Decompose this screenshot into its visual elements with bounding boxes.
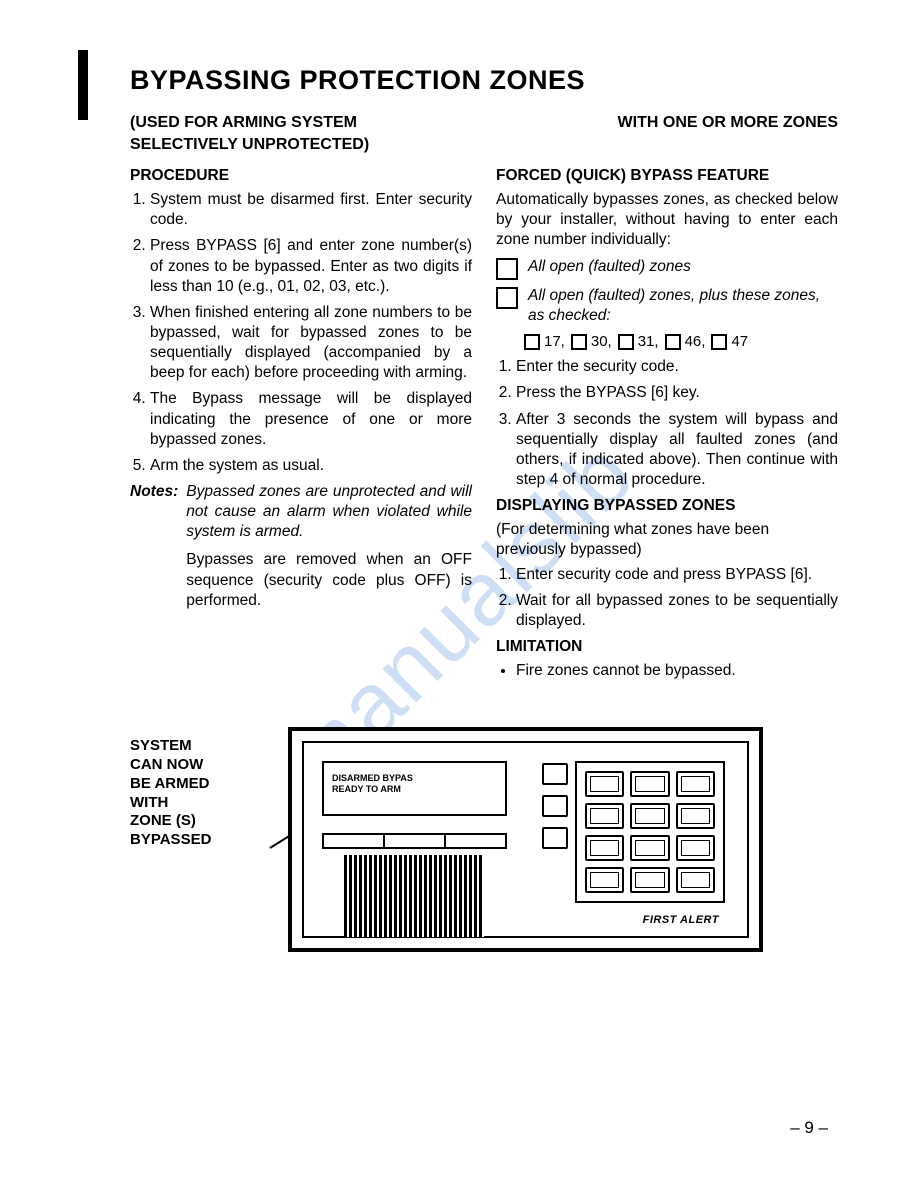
keypad-key: [630, 867, 669, 893]
keypad-diagram: SYSTEM CAN NOW BE ARMED WITH ZONE (S) BY…: [130, 727, 838, 952]
subtitle-left: (USED FOR ARMING SYSTEM: [130, 114, 357, 132]
keypad-key: [585, 771, 624, 797]
left-column: PROCEDURE System must be disarmed first.…: [130, 160, 472, 687]
side-buttons: [542, 763, 568, 849]
lcd-line: READY TO ARM: [332, 784, 413, 795]
checkbox-icon: [496, 258, 518, 280]
display-steps-list: Enter security code and press BYPASS [6]…: [496, 565, 838, 631]
keypad-key: [676, 867, 715, 893]
page-content: BYPASSING PROTECTION ZONES (USED FOR ARM…: [0, 0, 918, 952]
checkbox-label: All open (faulted) zones, plus these zon…: [528, 287, 820, 324]
side-button: [542, 827, 568, 849]
side-button: [542, 763, 568, 785]
forced-heading: FORCED (QUICK) BYPASS FEATURE: [496, 166, 838, 186]
brand-label: FIRST ALERT: [643, 914, 719, 926]
status-bar: [322, 833, 507, 849]
subtitle-sub: SELECTIVELY UNPROTECTED): [130, 136, 838, 154]
page-number: – 9 –: [790, 1118, 828, 1138]
side-button: [542, 795, 568, 817]
numeric-keypad: [575, 761, 725, 903]
procedure-step: Arm the system as usual.: [150, 456, 472, 476]
display-heading: DISPLAYING BYPASSED ZONES: [496, 496, 838, 516]
procedure-step: When finished entering all zone numbers …: [150, 303, 472, 384]
caption-line: BE ARMED: [130, 775, 270, 794]
display-paren: (For determining what zones have been pr…: [496, 520, 838, 560]
keypad-key: [630, 803, 669, 829]
zone-number: 31,: [638, 332, 659, 352]
keypad-key: [676, 835, 715, 861]
procedure-step: The Bypass message will be displayed ind…: [150, 389, 472, 449]
subtitle-row: (USED FOR ARMING SYSTEM WITH ONE OR MORE…: [130, 114, 838, 132]
forced-step: Enter the security code.: [516, 357, 838, 377]
notes-label: Notes:: [130, 482, 178, 619]
forced-steps-list: Enter the security code. Press the BYPAS…: [496, 357, 838, 490]
procedure-heading: PROCEDURE: [130, 166, 472, 186]
keypad-key: [676, 803, 715, 829]
zone-number: 46,: [685, 332, 706, 352]
display-step: Wait for all bypassed zones to be sequen…: [516, 591, 838, 631]
procedure-list: System must be disarmed first. Enter sec…: [130, 190, 472, 476]
procedure-step: System must be disarmed first. Enter sec…: [150, 190, 472, 230]
limitation-list: Fire zones cannot be bypassed.: [496, 661, 838, 681]
keypad-key: [585, 835, 624, 861]
keypad-key: [630, 771, 669, 797]
display-step: Enter security code and press BYPASS [6]…: [516, 565, 838, 585]
checkbox-row: All open (faulted) zones, plus these zon…: [496, 286, 838, 326]
zone-number: 17,: [544, 332, 565, 352]
checkbox-icon: [665, 334, 681, 350]
speaker-grille: [344, 855, 484, 937]
subtitle-right: WITH ONE OR MORE ZONES: [618, 114, 838, 132]
checkbox-row: All open (faulted) zones: [496, 257, 838, 280]
limitation-item: Fire zones cannot be bypassed.: [516, 661, 838, 681]
lcd-line: DISARMED BYPAS: [332, 773, 413, 784]
checkbox-label: All open (faulted) zones: [528, 258, 691, 275]
note-text: Bypassed zones are unprotected and will …: [186, 482, 472, 542]
lcd-display: DISARMED BYPAS READY TO ARM: [322, 761, 507, 816]
keypad-key: [585, 867, 624, 893]
notes-block: Notes: Bypassed zones are unprotected an…: [130, 482, 472, 619]
caption-line: SYSTEM: [130, 737, 270, 756]
checkbox-icon: [524, 334, 540, 350]
zone-number: 30,: [591, 332, 612, 352]
extra-zones-line: 17, 30, 31, 46, 47: [524, 332, 838, 352]
procedure-step: Press BYPASS [6] and enter zone number(s…: [150, 236, 472, 296]
forced-step: After 3 seconds the system will bypass a…: [516, 410, 838, 491]
checkbox-icon: [571, 334, 587, 350]
note-text: Bypasses are removed when an OFF sequenc…: [186, 550, 472, 610]
limitation-heading: LIMITATION: [496, 637, 838, 657]
checkbox-icon: [618, 334, 634, 350]
checkbox-icon: [496, 287, 518, 309]
page-title: BYPASSING PROTECTION ZONES: [130, 65, 838, 96]
forced-intro: Automatically bypasses zones, as checked…: [496, 190, 838, 250]
right-column: FORCED (QUICK) BYPASS FEATURE Automatica…: [496, 160, 838, 687]
checkbox-icon: [711, 334, 727, 350]
diagram-caption: SYSTEM CAN NOW BE ARMED WITH ZONE (S) BY…: [130, 737, 270, 850]
keypad-panel: DISARMED BYPAS READY TO ARM: [288, 727, 763, 952]
caption-line: ZONE (S): [130, 812, 270, 831]
keypad-key: [585, 803, 624, 829]
forced-step: Press the BYPASS [6] key.: [516, 383, 838, 403]
caption-line: WITH: [130, 794, 270, 813]
keypad-key: [676, 771, 715, 797]
caption-line: CAN NOW: [130, 756, 270, 775]
keypad-key: [630, 835, 669, 861]
panel-inner: DISARMED BYPAS READY TO ARM: [302, 741, 749, 938]
zone-number: 47: [731, 332, 748, 352]
caption-line: BYPASSED: [130, 831, 270, 850]
